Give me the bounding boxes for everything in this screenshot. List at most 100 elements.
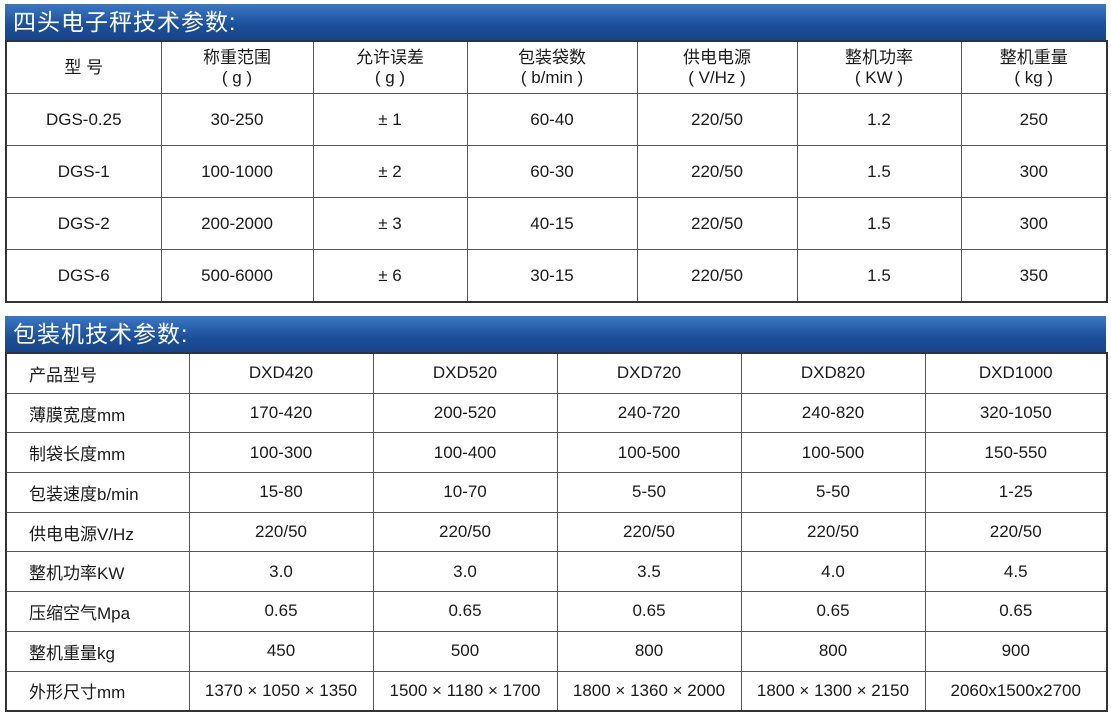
cell: 150-550 — [924, 432, 1108, 474]
cell: 产品型号 — [5, 352, 190, 394]
cell: 5-50 — [740, 472, 926, 513]
cell: 4.0 — [740, 551, 926, 593]
cell: 15-80 — [188, 472, 374, 513]
header-line: ( V/Hz ) — [688, 67, 746, 87]
spec-table: 型 号称重范围( g ) 允许误差( g ) 包装袋数( b/min ) 供电电源( … — [5, 40, 1108, 303]
header-cell: 供电电源( V/Hz ) — [636, 40, 798, 94]
weigher-section: 四头电子秤技术参数: 型 号称重范围( g ) 允许误差( g ) 包装袋数( b/m… — [5, 4, 1108, 303]
cell: 220/50 — [636, 93, 798, 146]
cell: 5-50 — [556, 472, 742, 513]
cell: ± 2 — [312, 145, 468, 198]
cell: 0.65 — [740, 591, 926, 632]
table-row: 薄膜宽度mm 170-420 200-520 240-720 240-820 320-10… — [5, 392, 1108, 434]
cell: ± 6 — [312, 249, 468, 303]
cell: DXD720 — [556, 352, 742, 394]
cell: 薄膜宽度mm — [5, 392, 190, 434]
cell: DXD1000 — [924, 352, 1108, 394]
cell: 100-300 — [188, 432, 374, 474]
cell: 包装速度b/min — [5, 472, 190, 513]
cell: 1800 × 1360 × 2000 — [556, 670, 742, 712]
cell: 240-720 — [556, 392, 742, 434]
header-line: 整机功率 — [845, 47, 913, 67]
cell: 0.65 — [924, 591, 1108, 632]
cell: 制袋长度mm — [5, 432, 190, 474]
table-row: DGS-1 100-1000 ± 2 60-30 220/50 1.5 300 — [5, 145, 1108, 198]
spec-table: 产品型号 DXD420 DXD520 DXD720 DXD820 DXD1000 薄膜宽度m… — [5, 352, 1108, 713]
cell: 1370 × 1050 × 1350 — [188, 670, 374, 712]
cell: 320-1050 — [924, 392, 1108, 434]
table-row: DGS-6 500-6000 ± 6 30-15 220/50 1.5 350 — [5, 249, 1108, 303]
cell: 300 — [960, 197, 1108, 250]
cell: 30-250 — [160, 93, 314, 146]
cell: DXD420 — [188, 352, 374, 394]
cell: 220/50 — [188, 511, 374, 553]
table-row: 整机功率KW 3.0 3.0 3.5 4.0 4.5 — [5, 551, 1108, 593]
table-row: 整机重量kg 450 500 800 800 900 — [5, 630, 1108, 672]
cell: 压缩空气Mpa — [5, 591, 190, 632]
cell: DXD520 — [372, 352, 558, 394]
header-line: 型 号 — [64, 57, 104, 77]
cell: 1.5 — [796, 145, 962, 198]
header-line: ( kg ) — [1014, 67, 1054, 87]
cell: 450 — [188, 630, 374, 672]
header-line: ( g ) — [374, 67, 406, 87]
packer-section: 包装机技术参数: 产品型号 DXD420 DXD520 DXD720 DXD820 DXD1… — [5, 316, 1108, 713]
cell: 40-15 — [466, 197, 638, 250]
cell: DGS-0.25 — [5, 93, 162, 146]
cell: 100-400 — [372, 432, 558, 474]
cell: 30-15 — [466, 249, 638, 303]
table-row: 供电电源V/Hz 220/50 220/50 220/50 220/50 220/50 — [5, 511, 1108, 553]
cell: 220/50 — [740, 511, 926, 553]
cell: 220/50 — [372, 511, 558, 553]
header-cell: 称重范围( g ) — [160, 40, 314, 94]
header-line: 称重范围 — [203, 47, 271, 67]
cell: 外形尺寸mm — [5, 670, 190, 712]
cell: 0.65 — [372, 591, 558, 632]
header-cell: 整机重量( kg ) — [960, 40, 1108, 94]
cell: 250 — [960, 93, 1108, 146]
header-line: 允许误差 — [356, 47, 424, 67]
cell: 1800 × 1300 × 2150 — [740, 670, 926, 712]
cell: 3.0 — [188, 551, 374, 593]
table-row: 外形尺寸mm 1370 × 1050 × 1350 1500 × 1180 × 17… — [5, 670, 1108, 712]
header-cell: 型 号 — [5, 40, 162, 94]
cell: ± 1 — [312, 93, 468, 146]
header-row: 型 号称重范围( g ) 允许误差( g ) 包装袋数( b/min ) 供电电源( … — [5, 40, 1108, 94]
header-line: 包装袋数 — [518, 47, 586, 67]
cell: 100-1000 — [160, 145, 314, 198]
cell: ± 3 — [312, 197, 468, 250]
table-row: DGS-2 200-2000 ± 3 40-15 220/50 1.5 300 — [5, 197, 1108, 250]
cell: 300 — [960, 145, 1108, 198]
cell: 整机重量kg — [5, 630, 190, 672]
cell: 220/50 — [556, 511, 742, 553]
cell: DGS-1 — [5, 145, 162, 198]
header-cell: 包装袋数( b/min ) — [466, 40, 638, 94]
header-line: 供电电源 — [683, 47, 751, 67]
cell: 供电电源V/Hz — [5, 511, 190, 553]
cell: 1500 × 1180 × 1700 — [372, 670, 558, 712]
table-row: 压缩空气Mpa 0.65 0.65 0.65 0.65 0.65 — [5, 591, 1108, 632]
header-line: ( b/min ) — [520, 67, 584, 87]
cell: 170-420 — [188, 392, 374, 434]
cell: 2060x1500x2700 — [924, 670, 1108, 712]
cell: 1-25 — [924, 472, 1108, 513]
cell: DGS-2 — [5, 197, 162, 250]
cell: 800 — [556, 630, 742, 672]
table-row: DGS-0.25 30-250 ± 1 60-40 220/50 1.2 250 — [5, 93, 1108, 146]
header-line: ( KW ) — [854, 67, 904, 87]
cell: 200-520 — [372, 392, 558, 434]
cell: 60-30 — [466, 145, 638, 198]
cell: 900 — [924, 630, 1108, 672]
cell: 220/50 — [636, 197, 798, 250]
section-title: 四头电子秤技术参数: — [5, 4, 1106, 40]
cell: 0.65 — [188, 591, 374, 632]
header-cell: 允许误差( g ) — [312, 40, 468, 94]
cell: 500 — [372, 630, 558, 672]
header-line: 整机重量 — [999, 47, 1068, 67]
header-cell: 整机功率( KW ) — [796, 40, 962, 94]
section-title: 包装机技术参数: — [5, 316, 1106, 352]
header-line: ( g ) — [221, 67, 253, 87]
cell: 3.0 — [372, 551, 558, 593]
cell: 100-500 — [556, 432, 742, 474]
